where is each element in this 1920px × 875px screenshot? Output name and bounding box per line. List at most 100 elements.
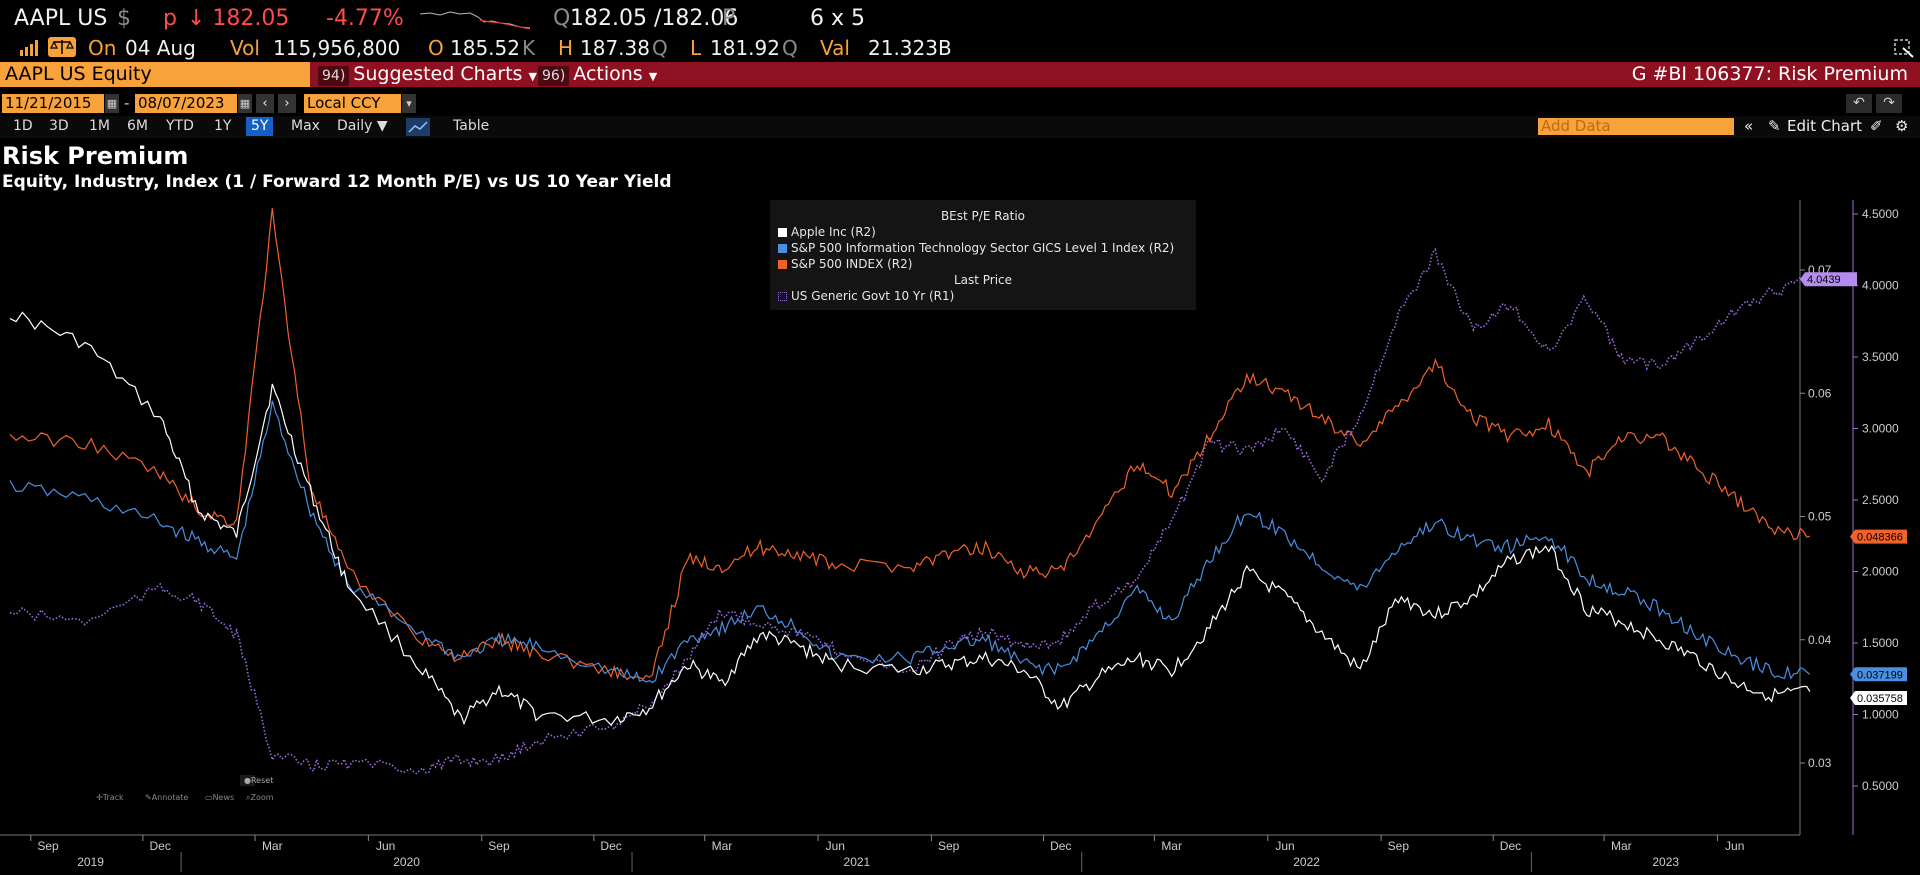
last-value-treasury-box: [1800, 272, 1857, 287]
x-tick-label: Dec: [149, 839, 170, 853]
legend-item-infotech[interactable]: S&P 500 Information Technology Sector GI…: [778, 241, 1174, 255]
annotate-button[interactable]: ✎ Annotate: [145, 793, 189, 802]
annotate-label: Annotate: [151, 793, 189, 802]
ticker[interactable]: AAPL US: [14, 6, 108, 31]
r2-tick-label: 0.05: [1808, 510, 1832, 524]
period-1d[interactable]: 1D: [13, 118, 33, 134]
last-value-infotech-box: [1850, 667, 1907, 682]
low-value: 181.92: [710, 36, 780, 60]
r2-tick-label: 0.06: [1808, 386, 1832, 400]
undo-icon[interactable]: ↶: [1846, 94, 1872, 113]
add-data-input[interactable]: Add Data: [1538, 118, 1734, 135]
frequency-select[interactable]: Daily ▼: [337, 118, 388, 134]
legend-label: S&P 500 Information Technology Sector GI…: [791, 241, 1175, 255]
period-ytd[interactable]: YTD: [166, 118, 194, 134]
calendar-icon[interactable]: ▦: [105, 94, 119, 113]
year-label: 2022: [1293, 855, 1320, 869]
last-value-apple-box: [1850, 691, 1907, 706]
line-chart-icon[interactable]: [406, 118, 430, 136]
period-6m[interactable]: 6M: [127, 118, 148, 134]
period-1m[interactable]: 1M: [89, 118, 110, 134]
bid-ask-suffix: P: [722, 6, 736, 31]
x-tick-label: Dec: [600, 839, 621, 853]
dropdown-caret-icon[interactable]: ▾: [402, 94, 416, 113]
bid-ask-size: 6 x 5: [810, 6, 865, 31]
track-button[interactable]: ✛ Track: [96, 793, 124, 802]
period-max[interactable]: Max: [291, 118, 320, 134]
period-1y[interactable]: 1Y: [214, 118, 232, 134]
low-label: L: [690, 36, 702, 60]
period-bar: 1D 3D 1M 6M YTD 1Y 5Y Max Daily ▼ Table …: [0, 116, 1920, 138]
volume-label: Vol: [230, 36, 260, 60]
period-3d[interactable]: 3D: [49, 118, 69, 134]
swatch-blue: [778, 244, 787, 253]
currency-symbol: $: [117, 6, 131, 31]
r2-tick-label: 0.04: [1808, 633, 1832, 647]
r1-tick-label: 2.5000: [1862, 493, 1899, 507]
x-tick-label: Sep: [1388, 839, 1410, 853]
legend[interactable]: BEst P/E Ratio Apple Inc (R2) S&P 500 In…: [770, 200, 1196, 310]
legend-item-sp500[interactable]: S&P 500 INDEX (R2): [778, 257, 912, 271]
news-button[interactable]: ▭ News: [205, 793, 235, 802]
open-label: O: [428, 36, 444, 60]
security-field[interactable]: AAPL US Equity: [0, 62, 310, 87]
series-layer: [9, 208, 1811, 775]
suggested-charts-menu[interactable]: 94) Suggested Charts ▼: [318, 62, 537, 87]
reset-button[interactable]: ● Reset: [240, 775, 273, 786]
legend-label: Apple Inc (R2): [791, 225, 876, 239]
actions-menu[interactable]: 96) Actions ▼: [538, 62, 657, 87]
suggested-charts-label: Suggested Charts: [353, 63, 523, 85]
axes-layer: 0.070.060.050.040.034.50004.00003.50003.…: [0, 200, 1899, 872]
date-range-bar: 11/21/2015 ▦ - 08/07/2023 ▦ ‹ › Local CC…: [0, 92, 1920, 114]
traded-value: 21.323B: [868, 36, 952, 60]
high-label: H: [558, 36, 574, 60]
year-label: 2023: [1652, 855, 1679, 869]
last-value-sp500-group: 0.048366: [1850, 529, 1907, 544]
last-price: ↓ 182.05: [187, 6, 290, 31]
year-label: 2021: [844, 855, 871, 869]
gear-icon[interactable]: ⚙: [1895, 117, 1909, 135]
end-date-input[interactable]: 08/07/2023: [135, 94, 237, 113]
actions-code: 96): [538, 66, 570, 86]
table-button[interactable]: Table: [453, 118, 490, 134]
last-value-infotech-group: 0.037199: [1850, 667, 1907, 682]
x-tick-label: Sep: [37, 839, 59, 853]
x-tick-label: Jun: [826, 839, 845, 853]
price-change: -4.77%: [326, 6, 404, 31]
last-value-infotech: 0.037199: [1857, 669, 1903, 681]
series-treasury: [9, 247, 1811, 775]
legal-scale-icon[interactable]: [48, 37, 76, 57]
swatch-orange: [778, 260, 787, 269]
zoom-button[interactable]: ⌕ Zoom: [246, 793, 274, 802]
edit-chart-button[interactable]: Edit Chart: [1787, 117, 1863, 135]
news-label: News: [212, 793, 235, 802]
year-label: 2020: [393, 855, 420, 869]
legend-item-treasury[interactable]: US Generic Govt 10 Yr (R1): [778, 289, 954, 303]
track-label: Track: [102, 793, 124, 802]
swatch-white: [778, 228, 787, 237]
series-sp500: [9, 208, 1811, 681]
stats-line: On 04 Aug Vol 115,956,800 O 185.52 K H 1…: [0, 36, 1920, 62]
sparkline-icon: [420, 11, 530, 30]
series-infotech: [9, 400, 1811, 684]
x-tick-label: Dec: [1050, 839, 1071, 853]
currency-select[interactable]: Local CCY: [304, 94, 401, 113]
prev-arrow-icon[interactable]: ‹: [256, 94, 274, 113]
resize-icon[interactable]: [1893, 38, 1915, 58]
r1-tick-label: 3.5000: [1862, 350, 1899, 364]
calendar-icon[interactable]: ▦: [238, 94, 252, 113]
period-5y[interactable]: 5Y: [246, 117, 274, 136]
legend-item-apple[interactable]: Apple Inc (R2): [778, 225, 876, 239]
x-tick-label: Mar: [1161, 839, 1182, 853]
signal-bars-icon: [20, 40, 38, 56]
next-arrow-icon[interactable]: ›: [278, 94, 296, 113]
edit-icon[interactable]: ✐: [1870, 117, 1883, 135]
open-value: 185.52: [450, 36, 520, 60]
redo-icon[interactable]: ↷: [1876, 94, 1902, 113]
collapse-icon[interactable]: «: [1744, 117, 1754, 135]
swatch-purple-dotted: [778, 292, 787, 301]
r1-tick-label: 2.0000: [1862, 565, 1899, 579]
start-date-input[interactable]: 11/21/2015: [2, 94, 104, 113]
last-value-apple: 0.035758: [1857, 693, 1903, 705]
